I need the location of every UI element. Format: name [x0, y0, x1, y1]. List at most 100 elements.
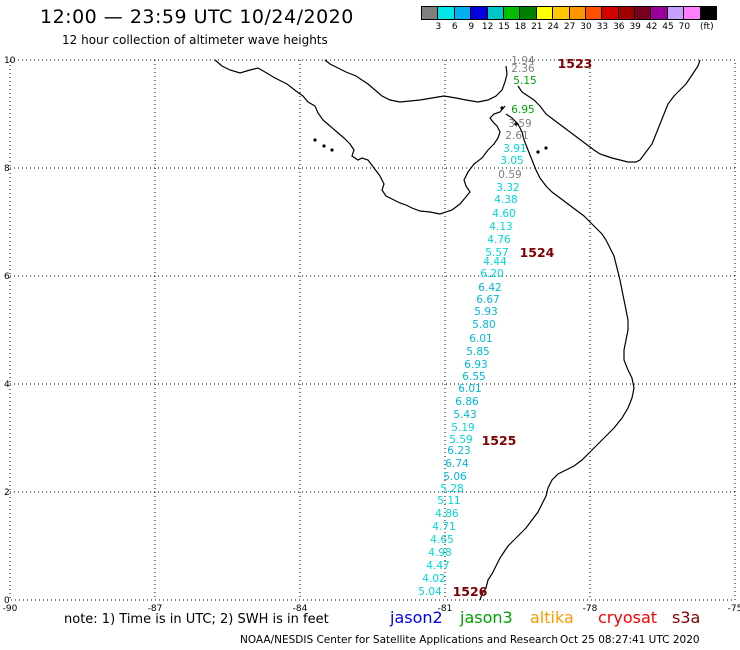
swh-value: 6.67 — [476, 294, 499, 306]
swh-value: 3.59 — [508, 118, 531, 130]
swh-value: 1.94 — [511, 55, 535, 67]
swh-value: 6.86 — [455, 396, 479, 408]
swh-value: 6.55 — [462, 371, 485, 383]
satellite-name: jason3 — [460, 608, 513, 627]
swh-value: 0.59 — [498, 169, 521, 181]
swh-value: 6.01 — [469, 333, 492, 345]
swh-value: 6.42 — [478, 282, 501, 294]
island-marker — [514, 122, 518, 126]
swh-value: 5.15 — [513, 75, 536, 87]
swh-value: 2.61 — [505, 130, 528, 142]
lon-label: -87 — [148, 604, 163, 614]
swh-value: 5.43 — [453, 409, 476, 421]
lat-label: 10 — [4, 56, 16, 66]
swh-value: 4.02 — [422, 573, 445, 585]
track-time-label: 1523 — [558, 56, 593, 71]
colorbar — [421, 6, 718, 20]
colorbar-label: 30 — [580, 22, 592, 32]
swh-value: 4.47 — [426, 560, 449, 572]
track-time-label: 1524 — [520, 245, 555, 260]
swh-value: 3.91 — [503, 143, 526, 155]
lon-label: -81 — [438, 604, 453, 614]
footer-note: note: 1) Time is in UTC; 2) SWH is in fe… — [64, 612, 329, 627]
satellite-name: cryosat — [598, 608, 658, 627]
colorbar-label: 15 — [498, 22, 510, 32]
lon-label: -78 — [583, 604, 598, 614]
swh-value: 2.36 — [511, 63, 535, 75]
swh-value: 4.86 — [435, 508, 459, 520]
colorbar-label: 18 — [514, 22, 527, 32]
colorbar-label: 9 — [468, 22, 475, 32]
coastline — [639, 59, 701, 161]
colorbar-label: 33 — [596, 22, 609, 32]
lat-label: 4 — [4, 380, 10, 390]
swh-value: 5.04 — [418, 586, 442, 598]
swh-value: 5.19 — [451, 422, 474, 434]
swh-value: 4.44 — [483, 256, 507, 268]
swh-value: 3.32 — [496, 182, 519, 194]
colorbar-label: 42 — [645, 22, 658, 32]
swh-value: 5.57 — [485, 247, 508, 259]
swh-value: 4.38 — [494, 194, 517, 206]
island-marker — [313, 138, 317, 142]
swh-value: 6.95 — [511, 104, 534, 116]
map-frame — [9, 59, 736, 601]
swh-value: 6.01 — [458, 383, 481, 395]
coastline — [324, 59, 508, 103]
swh-value: 5.06 — [443, 471, 467, 483]
colorbar-label: (ft) — [700, 22, 714, 32]
colorbar-label: 45 — [662, 22, 674, 32]
colorbar-label: 70 — [678, 22, 691, 32]
lon-label: -75 — [728, 604, 740, 614]
swh-value: 5.80 — [472, 319, 495, 331]
lon-label: -84 — [293, 604, 308, 614]
credit-line: NOAA/NESDIS Center for Satellite Applica… — [240, 634, 558, 646]
island-marker — [544, 146, 548, 150]
generated-timestamp: Oct 25 08:27:41 UTC 2020 — [560, 634, 700, 646]
satellite-name: altika — [530, 608, 574, 627]
colorbar-swatch — [699, 6, 718, 20]
colorbar-label: 27 — [563, 22, 576, 32]
swh-value: 5.59 — [449, 434, 472, 446]
swh-value: 4.76 — [487, 234, 511, 246]
lat-label: 2 — [4, 488, 10, 498]
island-marker — [330, 148, 334, 152]
swh-value: 4.98 — [428, 547, 451, 559]
lat-label: 0 — [4, 596, 10, 606]
lat-label: 6 — [4, 272, 10, 282]
swh-value: 6.74 — [445, 458, 469, 470]
swh-value: 4.13 — [489, 221, 512, 233]
swh-value: 6.20 — [480, 268, 503, 280]
colorbar-label: 36 — [613, 22, 625, 32]
swh-value: 5.85 — [466, 346, 489, 358]
colorbar-label: 6 — [451, 22, 458, 32]
track-time-label: 1525 — [482, 433, 517, 448]
island-marker — [322, 144, 326, 148]
swh-value: 4.65 — [430, 534, 453, 546]
satellite-name: jason2 — [390, 608, 443, 627]
page-subtitle: 12 hour collection of altimeter wave hei… — [62, 33, 328, 47]
swh-value: 4.71 — [432, 521, 455, 533]
coastline — [517, 85, 641, 163]
swh-value: 5.11 — [437, 495, 460, 507]
swh-value: 6.93 — [464, 359, 487, 371]
colorbar-label: 39 — [629, 22, 641, 32]
island-marker — [500, 106, 504, 110]
colorbar-label: 21 — [531, 22, 543, 32]
satellite-name: s3a — [672, 608, 701, 627]
swh-value: 5.93 — [474, 306, 497, 318]
colorbar-label: 24 — [547, 22, 559, 32]
swh-value: 6.23 — [447, 445, 470, 457]
swh-value: 3.05 — [500, 155, 523, 167]
colorbar-label: 12 — [481, 22, 494, 32]
colorbar-labels: 3 6 9 12 15 18 21 24 27 30 33 36 39 42 45 70 (ft) — [421, 22, 740, 34]
colorbar-label: 3 — [435, 22, 442, 32]
track-time-label: 1526 — [453, 584, 488, 599]
coastline — [479, 113, 635, 601]
swh-value: 4.60 — [492, 208, 515, 220]
swh-value: 5.28 — [440, 483, 463, 495]
page-title: 12:00 — 23:59 UTC 10/24/2020 — [40, 6, 354, 28]
lat-label: 8 — [4, 164, 10, 174]
coastline — [214, 59, 506, 215]
